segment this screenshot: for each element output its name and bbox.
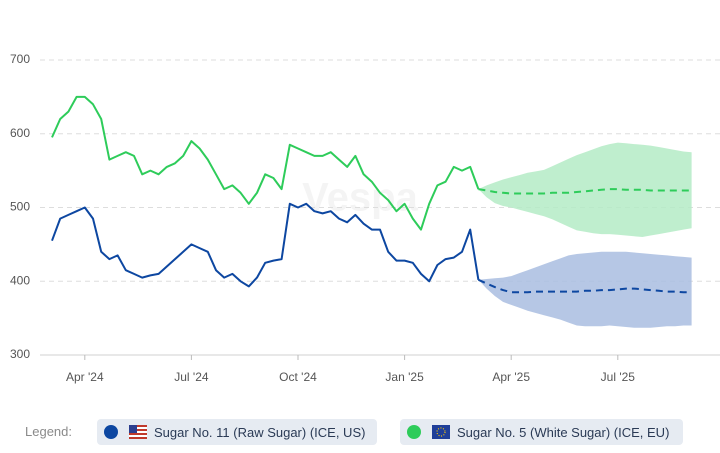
- y-tick-label: 600: [10, 126, 30, 140]
- x-tick-label: Jul '25: [601, 370, 636, 384]
- legend-item[interactable]: Sugar No. 11 (Raw Sugar) (ICE, US): [97, 419, 377, 445]
- legend-marker: [407, 425, 421, 439]
- x-tick-label: Jan '25: [385, 370, 424, 384]
- x-tick-label: Jul '24: [174, 370, 209, 384]
- y-tick-label: 500: [10, 200, 30, 214]
- legend-marker: [104, 425, 118, 439]
- legend-item[interactable]: Sugar No. 5 (White Sugar) (ICE, EU): [400, 419, 683, 445]
- y-tick-label: 400: [10, 273, 30, 287]
- forecast-band: [478, 251, 692, 328]
- x-tick-label: Oct '24: [279, 370, 317, 384]
- y-tick-label: 700: [10, 52, 30, 66]
- price-line: [51, 202, 480, 288]
- forecast-line: [477, 278, 692, 294]
- legend: Legend: Sugar No. 11 (Raw Sugar) (ICE, U…: [0, 400, 720, 453]
- legend-label: Sugar No. 11 (Raw Sugar) (ICE, US): [154, 425, 366, 440]
- eu-flag: [432, 425, 450, 439]
- legend-label: Sugar No. 5 (White Sugar) (ICE, EU): [457, 425, 670, 440]
- x-tick-label: Apr '24: [66, 370, 104, 384]
- y-tick-label: 300: [10, 347, 30, 361]
- price-line: [51, 95, 480, 231]
- x-tick-label: Apr '25: [492, 370, 530, 384]
- forecast-band: [478, 142, 692, 237]
- legend-title: Legend:: [25, 424, 72, 439]
- us-flag: [129, 425, 147, 439]
